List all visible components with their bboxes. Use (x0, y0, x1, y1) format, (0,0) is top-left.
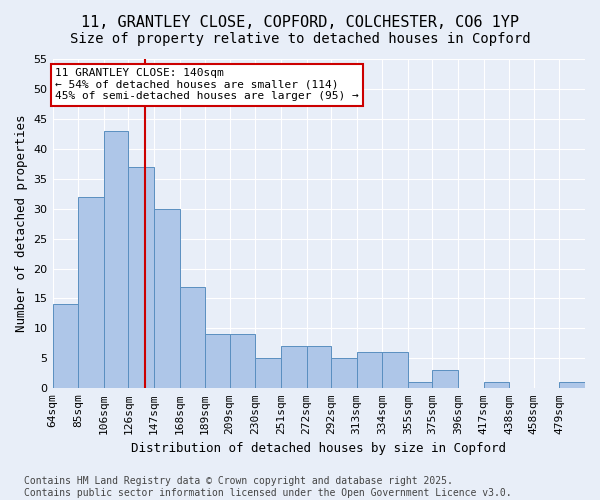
Bar (382, 352, 408, 388)
Bar (104, 131, 128, 388)
Bar (307, 346, 331, 389)
Bar (205, 334, 230, 388)
Bar (331, 358, 356, 388)
Bar (484, 382, 509, 388)
Y-axis label: Number of detached properties: Number of detached properties (15, 115, 28, 332)
Bar (128, 167, 154, 388)
Text: Size of property relative to detached houses in Copford: Size of property relative to detached ho… (70, 32, 530, 46)
Bar (53, 304, 78, 388)
Text: 11, GRANTLEY CLOSE, COPFORD, COLCHESTER, CO6 1YP: 11, GRANTLEY CLOSE, COPFORD, COLCHESTER,… (81, 15, 519, 30)
Bar (433, 370, 458, 388)
Bar (408, 382, 433, 388)
Bar (179, 286, 205, 388)
Text: 11 GRANTLEY CLOSE: 140sqm
← 54% of detached houses are smaller (114)
45% of semi: 11 GRANTLEY CLOSE: 140sqm ← 54% of detac… (55, 68, 359, 101)
Bar (154, 208, 179, 388)
Bar (559, 382, 585, 388)
X-axis label: Distribution of detached houses by size in Copford: Distribution of detached houses by size … (131, 442, 506, 455)
Bar (255, 358, 281, 388)
Text: Contains HM Land Registry data © Crown copyright and database right 2025.
Contai: Contains HM Land Registry data © Crown c… (24, 476, 512, 498)
Bar (78, 196, 104, 388)
Bar (281, 346, 307, 389)
Bar (230, 334, 255, 388)
Bar (356, 352, 382, 388)
